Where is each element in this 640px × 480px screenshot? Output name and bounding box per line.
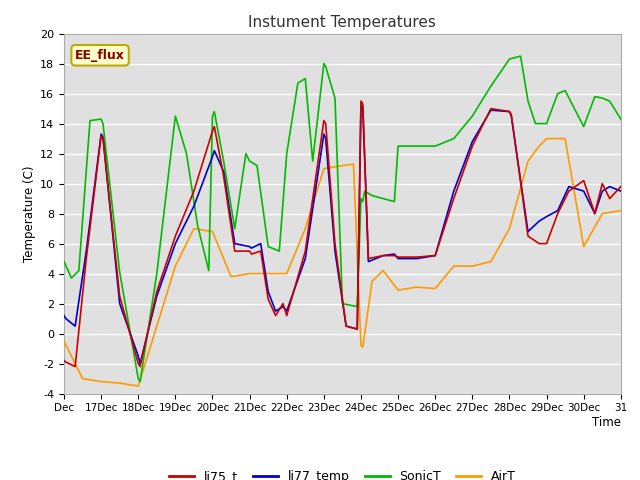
Title: Instument Temperatures: Instument Temperatures [248,15,436,30]
X-axis label: Time: Time [592,416,621,429]
Y-axis label: Temperature (C): Temperature (C) [23,165,36,262]
Legend: li75_t, li77_temp, SonicT, AirT: li75_t, li77_temp, SonicT, AirT [164,465,521,480]
Text: EE_flux: EE_flux [75,49,125,62]
